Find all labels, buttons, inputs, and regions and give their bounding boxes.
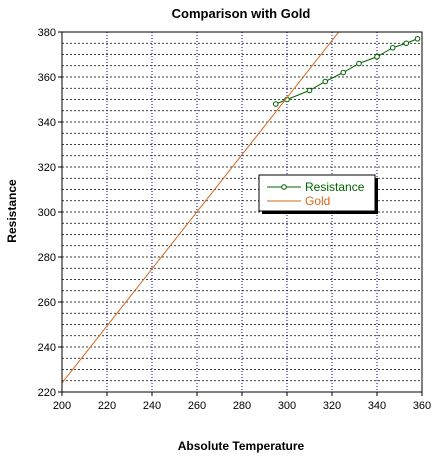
y-tick-label: 240 <box>38 342 56 354</box>
ticks: 200 220 240 260 280 300 320 340 3602202402602803… <box>38 27 432 412</box>
x-tick-label: 200 <box>53 400 71 412</box>
plot-series <box>62 32 421 384</box>
y-tick-label: 380 <box>38 27 56 39</box>
data-point-resistance <box>322 78 329 85</box>
y-tick-label: 260 <box>38 297 56 309</box>
y-tick-label: 340 <box>38 117 56 129</box>
x-tick-label: 300 <box>278 400 296 412</box>
data-point-resistance <box>340 69 347 76</box>
x-tick-label: 260 <box>188 400 206 412</box>
legend-marker-resistance <box>281 184 287 190</box>
x-tick-label: 320 <box>323 400 341 412</box>
series-line-resistance <box>275 38 418 105</box>
data-point-resistance <box>374 53 380 60</box>
series-line-gold <box>62 32 340 384</box>
legend-box <box>258 174 376 212</box>
data-point-resistance <box>389 44 396 51</box>
legend-label-gold: Gold <box>305 194 330 208</box>
y-tick-label: 280 <box>38 252 56 264</box>
y-tick-label: 360 <box>38 72 56 84</box>
data-point-resistance <box>356 60 362 67</box>
x-axis-label: Absolute Temperature <box>178 439 305 453</box>
legend-label-resistance: Resistance <box>305 180 365 194</box>
series-gold <box>62 32 340 384</box>
series-resistance <box>272 35 421 107</box>
x-tick-label: 240 <box>143 400 161 412</box>
x-tick-label: 280 <box>233 400 251 412</box>
chart-title: Comparison with Gold <box>172 6 311 21</box>
x-tick-label: 220 <box>98 400 116 412</box>
y-tick-label: 300 <box>38 207 56 219</box>
y-tick-label: 320 <box>38 162 56 174</box>
data-point-resistance <box>414 35 421 42</box>
y-axis-label: Resistance <box>5 179 19 243</box>
data-point-resistance <box>403 40 410 47</box>
y-tick-label: 220 <box>38 387 56 399</box>
x-tick-label: 340 <box>368 400 386 412</box>
data-point-resistance <box>306 87 313 94</box>
data-point-resistance <box>272 101 279 107</box>
x-tick-label: 360 <box>413 400 431 412</box>
